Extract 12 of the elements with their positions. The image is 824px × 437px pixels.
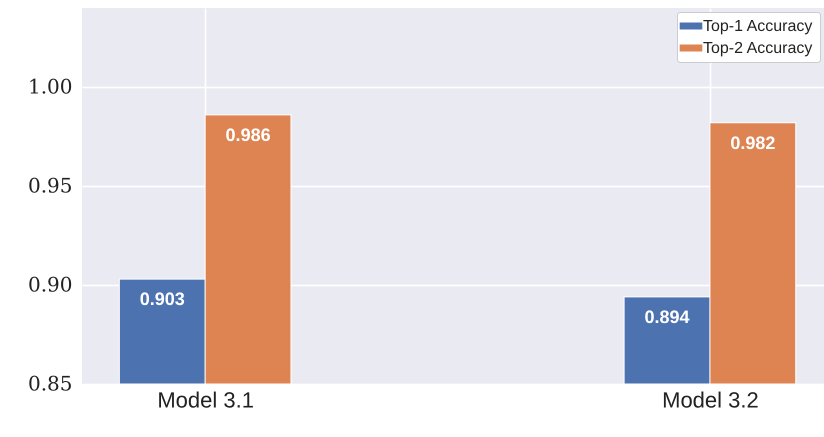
data-label: 0.982 [730, 132, 776, 153]
data-label: 0.903 [140, 289, 185, 310]
legend-label: Top-2 Accuracy [703, 40, 812, 57]
x-tick-label: Model 3.1 [157, 388, 254, 412]
y-tick-label: 1.00 [28, 74, 72, 99]
data-label: 0.986 [226, 124, 271, 145]
x-tick-label: Model 3.2 [662, 388, 759, 412]
y-tick-label: 0.85 [28, 372, 72, 396]
data-label: 0.894 [644, 306, 690, 327]
legend-label: Top-1 Accuracy [703, 18, 812, 35]
y-tick-label: 0.90 [28, 272, 72, 297]
y-tick-label: 0.95 [28, 174, 72, 198]
